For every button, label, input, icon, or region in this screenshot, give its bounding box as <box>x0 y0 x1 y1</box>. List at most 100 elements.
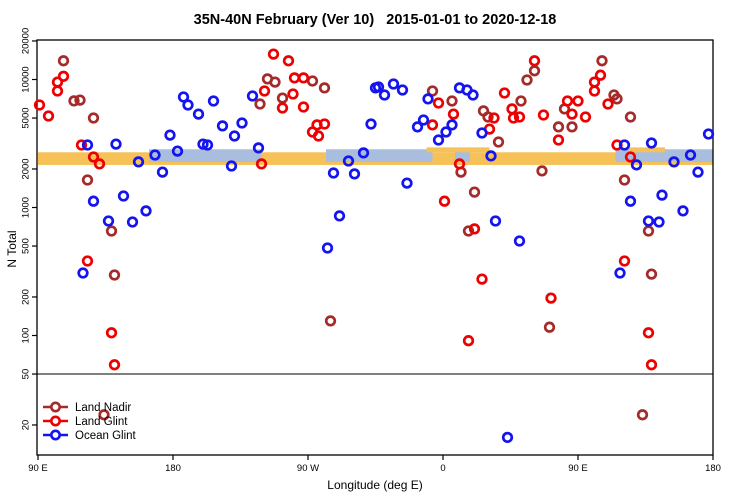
data-point <box>321 242 334 254</box>
data-point <box>489 215 502 227</box>
data-point <box>642 215 655 227</box>
data-point <box>636 409 649 421</box>
data-point <box>602 98 614 110</box>
data-point <box>618 139 631 151</box>
orange-band-patch <box>426 147 490 153</box>
data-point <box>33 99 46 111</box>
data-point <box>258 85 271 97</box>
data-point <box>327 167 340 179</box>
data-point <box>588 85 601 97</box>
data-point <box>488 112 500 124</box>
y-tick-label: 5000 <box>21 107 32 128</box>
data-point <box>117 190 130 202</box>
data-point <box>255 158 268 170</box>
data-point <box>177 91 190 103</box>
x-tick-label: 180 <box>165 463 181 474</box>
y-tick-label: 10000 <box>21 66 32 92</box>
legend-label: Ocean Glint <box>75 430 137 442</box>
data-point <box>537 109 550 121</box>
data-point <box>306 75 319 87</box>
data-point <box>318 118 331 130</box>
data-point <box>318 82 331 94</box>
data-point <box>618 255 631 267</box>
data-point <box>618 174 631 186</box>
data-point <box>552 121 565 133</box>
data-point <box>485 150 497 162</box>
data-point <box>365 118 377 130</box>
data-point <box>51 85 64 97</box>
data-point <box>288 72 301 84</box>
data-point <box>236 117 248 129</box>
series-ocean-glint <box>77 78 715 444</box>
data-point <box>453 158 466 170</box>
data-point <box>372 81 385 93</box>
data-point <box>378 89 391 101</box>
data-point <box>572 95 584 107</box>
data-point <box>426 119 439 131</box>
data-point <box>566 108 578 120</box>
data-point <box>171 145 184 157</box>
data-point <box>287 88 299 100</box>
data-point <box>267 48 280 60</box>
data-point <box>440 126 452 138</box>
data-point <box>677 205 689 217</box>
data-point <box>81 255 94 267</box>
blue-band <box>149 149 262 162</box>
data-point <box>645 359 658 371</box>
y-axis-label: N Total <box>5 230 19 268</box>
x-tick-label: 90 E <box>568 463 588 474</box>
data-point <box>201 139 214 151</box>
data-point <box>536 165 548 177</box>
data-point <box>645 268 658 280</box>
data-point <box>75 139 88 151</box>
data-point <box>692 166 704 178</box>
data-point <box>432 134 445 146</box>
x-tick-label: 90 E <box>28 463 48 474</box>
data-point <box>411 121 424 133</box>
data-point <box>93 158 106 170</box>
data-point <box>396 84 409 96</box>
data-point <box>579 111 592 123</box>
data-point <box>447 108 460 120</box>
data-point <box>446 95 458 107</box>
y-axis-ticks: 20000 10000 5000 2000 1000 500 200 100 50 20 <box>20 28 37 430</box>
data-point <box>324 315 337 327</box>
data-point <box>387 78 400 90</box>
data-point <box>462 225 475 237</box>
data-point <box>507 112 520 124</box>
data-point <box>110 138 122 150</box>
data-point <box>645 137 658 149</box>
data-point <box>498 87 511 99</box>
data-point <box>57 70 70 82</box>
data-point <box>513 111 526 123</box>
data-point <box>132 156 145 168</box>
data-point <box>543 321 556 333</box>
data-point <box>438 195 451 207</box>
data-point <box>149 149 161 161</box>
data-point <box>468 186 481 198</box>
data-point <box>614 267 626 279</box>
data-point <box>462 335 475 347</box>
chart-title: 35N-40N February (Ver 10) 2015-01-01 to … <box>193 12 557 28</box>
y-tick-label: 200 <box>21 289 32 305</box>
data-point <box>68 95 80 107</box>
data-point <box>417 114 430 126</box>
data-point <box>98 409 110 421</box>
y-tick-label: 50 <box>21 369 32 380</box>
data-point <box>297 72 310 84</box>
data-point <box>528 55 541 67</box>
data-point <box>552 134 565 146</box>
data-point <box>269 76 281 88</box>
orange-band-patch <box>629 147 665 153</box>
data-point <box>228 130 241 142</box>
data-point <box>668 156 680 168</box>
series-land-glint <box>33 48 658 371</box>
data-point <box>506 103 518 115</box>
data-point <box>432 97 445 109</box>
data-point <box>276 102 289 114</box>
data-point <box>182 99 194 111</box>
x-tick-label: 0 <box>440 463 445 474</box>
data-point <box>566 121 578 133</box>
